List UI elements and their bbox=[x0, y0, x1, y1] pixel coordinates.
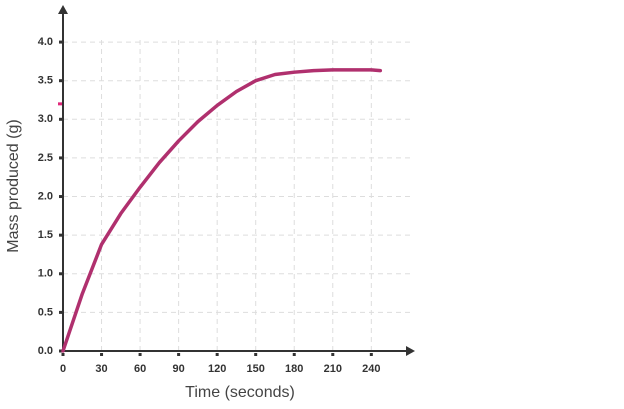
y-axis-arrow bbox=[58, 5, 68, 14]
x-tick-label: 30 bbox=[95, 363, 107, 375]
x-tick-label: 240 bbox=[362, 363, 380, 375]
highlight-marker bbox=[58, 102, 62, 106]
x-tick-mark bbox=[254, 353, 258, 356]
y-tick-label: 1.5 bbox=[38, 229, 53, 241]
x-tick-label: 180 bbox=[285, 363, 303, 375]
x-tick-mark bbox=[369, 353, 373, 356]
y-tick-label: 0.5 bbox=[38, 306, 53, 318]
y-tick-label: 0.0 bbox=[38, 345, 53, 357]
x-tick-label: 210 bbox=[324, 363, 342, 375]
y-tick-label: 4.0 bbox=[38, 36, 53, 48]
x-tick-label: 150 bbox=[247, 363, 265, 375]
y-tick-label: 1.0 bbox=[38, 268, 53, 280]
y-tick-label: 2.0 bbox=[38, 190, 53, 202]
y-tick-mark bbox=[59, 40, 62, 44]
x-tick-mark bbox=[331, 353, 335, 356]
x-tick-mark bbox=[61, 353, 65, 356]
y-tick-mark bbox=[59, 79, 62, 83]
x-tick-label: 90 bbox=[172, 363, 184, 375]
x-tick-mark bbox=[292, 353, 296, 356]
x-tick-mark bbox=[215, 353, 219, 356]
x-tick-label: 60 bbox=[134, 363, 146, 375]
y-tick-mark bbox=[59, 272, 62, 276]
x-axis-arrow bbox=[406, 346, 415, 356]
data-line bbox=[61, 68, 383, 353]
y-tick-label: 2.5 bbox=[38, 152, 53, 164]
y-tick-mark bbox=[59, 233, 62, 237]
x-tick-mark bbox=[138, 353, 142, 356]
x-tick-label: 120 bbox=[208, 363, 226, 375]
y-tick-mark bbox=[59, 117, 62, 121]
x-tick-mark bbox=[177, 353, 181, 356]
y-tick-label: 3.0 bbox=[38, 113, 53, 125]
x-axis-label: Time (seconds) bbox=[185, 384, 295, 401]
y-tick-mark bbox=[59, 156, 62, 160]
x-tick-mark bbox=[100, 353, 104, 356]
y-tick-mark bbox=[59, 195, 62, 199]
x-tick-label: 0 bbox=[60, 363, 66, 375]
y-tick-mark bbox=[59, 310, 62, 314]
y-tick-label: 3.5 bbox=[38, 75, 53, 87]
y-axis-label: Mass produced (g) bbox=[5, 119, 22, 252]
y-tick-mark bbox=[59, 349, 62, 353]
